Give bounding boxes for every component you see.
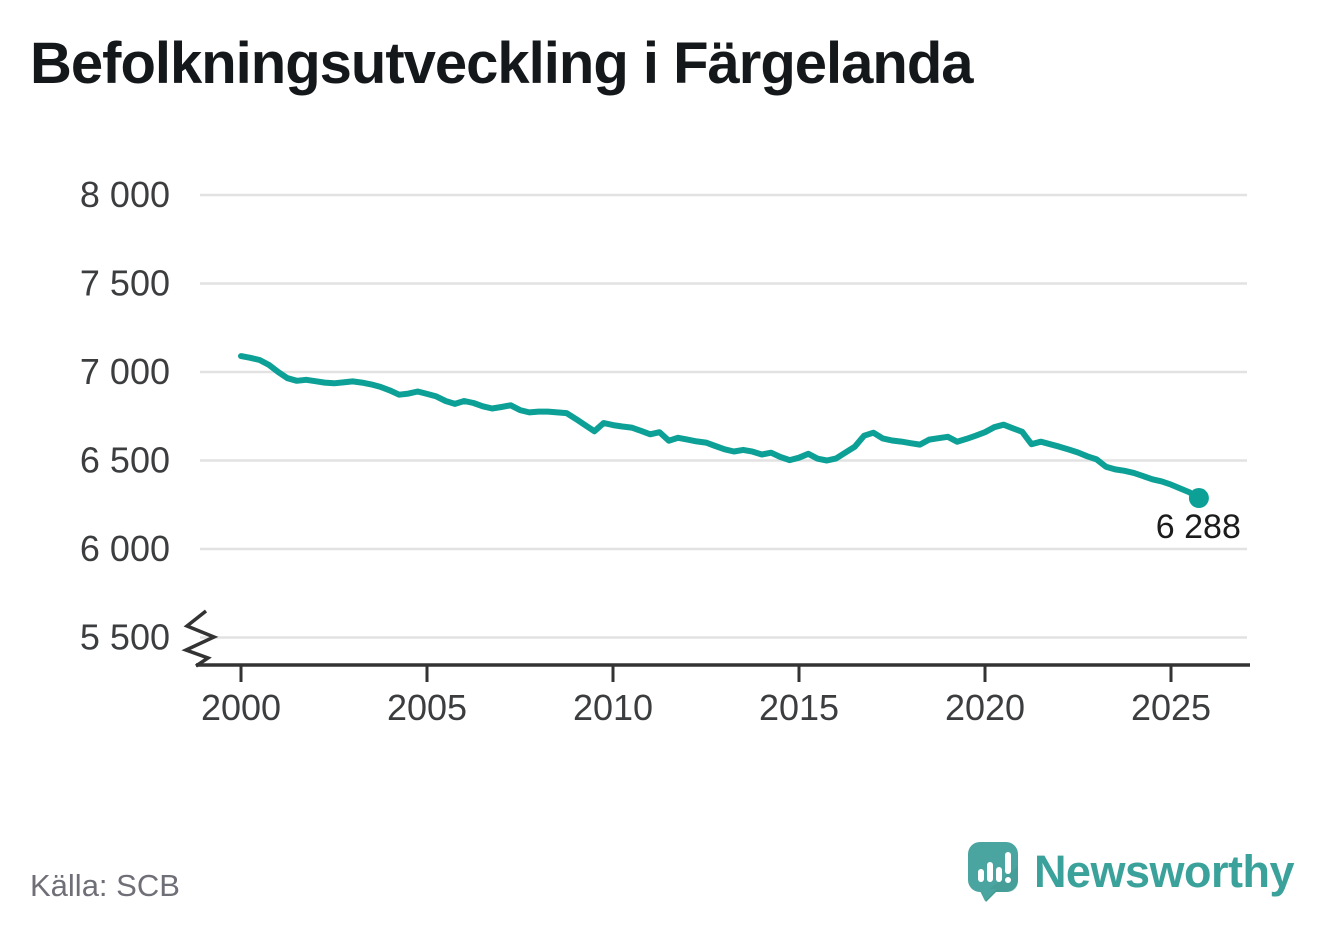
newsworthy-wordmark: Newsworthy [1033,846,1295,897]
newsworthy-logo: Newsworthy [966,840,1295,904]
axis-break-icon [181,609,219,668]
source-label: Källa: SCB [30,868,180,903]
x-tick-label: 2005 [387,687,467,728]
x-tick-label: 2025 [1131,687,1211,728]
grid-layer [200,193,1247,639]
y-tick-label: 5 500 [80,617,170,658]
y-tick-label: 8 000 [80,174,170,215]
x-tick-label: 2010 [573,687,653,728]
y-tick-label: 7 000 [80,351,170,392]
y-tick-label: 6 500 [80,440,170,481]
newsworthy-logo-icon [967,842,1018,902]
population-line [238,353,1202,501]
y-tick-label: 6 000 [80,528,170,569]
x-tick-label: 2000 [201,687,281,728]
x-tick-label: 2015 [759,687,839,728]
axis-layer [181,609,1250,668]
population-line-chart: 6 288 8 000 7 500 7 000 6 500 6 000 5 500 2000… [80,174,1250,728]
x-tick-label: 2020 [945,687,1025,728]
end-point-marker [1188,488,1209,509]
series-layer: 6 288 [238,353,1241,546]
y-tick-label: 7 500 [80,263,170,304]
chart-title: Befolkningsutveckling i Färgelanda [30,31,974,96]
end-value-label: 6 288 [1156,508,1241,546]
tick-layer: 8 000 7 500 7 000 6 500 6 000 5 500 2000 2005 20… [80,174,1211,728]
